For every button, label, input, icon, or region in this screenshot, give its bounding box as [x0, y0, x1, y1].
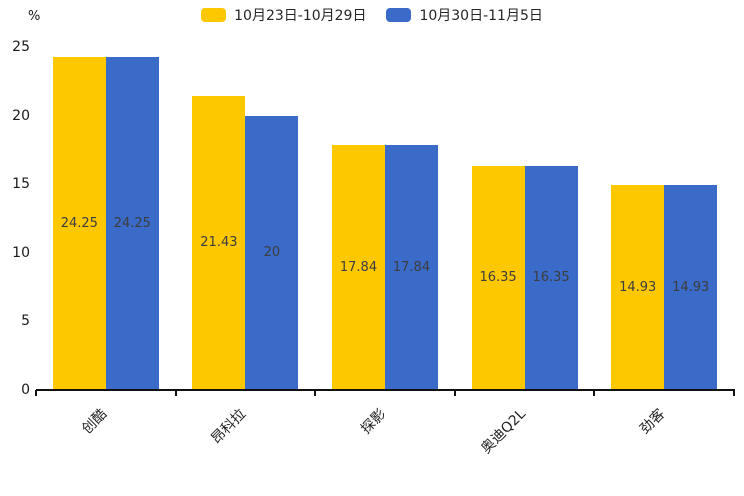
x-tick-mark [174, 390, 177, 396]
legend-swatch-yellow-icon [201, 8, 227, 22]
legend-item-week2[interactable]: 10月30日-11月5日 [386, 5, 543, 25]
bar-group: 14.93 14.93 [594, 47, 734, 390]
bar[interactable]: 20 [245, 115, 299, 390]
y-axis: 0 5 10 15 20 25 [0, 39, 30, 398]
x-tick-mark [314, 390, 317, 396]
bar-value-label: 24.25 [60, 216, 98, 232]
legend: 10月23日-10月29日 10月30日-11月5日 [0, 5, 744, 25]
bar-group: 24.25 24.25 [36, 47, 176, 390]
bar-value-label: 24.25 [113, 216, 151, 232]
legend-swatch-blue-icon [386, 8, 412, 22]
x-axis-labels: 创酷 昂科拉 探影 奥迪Q2L 劲客 [36, 397, 734, 496]
bar-group: 17.84 17.84 [315, 47, 455, 390]
y-tick-label: 10 [12, 244, 30, 261]
bar[interactable]: 24.25 [52, 57, 106, 390]
x-axis-ticks [35, 390, 735, 398]
bar[interactable]: 24.25 [105, 57, 159, 390]
plot-area: 24.25 24.25 21.43 20 17.84 17.84 16.35 16.35 14.… [36, 47, 734, 390]
y-tick-label: 25 [12, 39, 30, 55]
bar-value-label: 16.35 [532, 270, 570, 286]
bar[interactable]: 16.35 [471, 165, 525, 390]
x-axis-label[interactable]: 奥迪Q2L [478, 406, 529, 457]
y-axis-unit-label: % [28, 9, 41, 24]
bar-value-label: 16.35 [479, 270, 517, 286]
x-tick-mark [593, 390, 596, 396]
y-tick-label: 15 [12, 176, 30, 193]
bar[interactable]: 17.84 [384, 145, 438, 390]
y-tick-label: 5 [21, 313, 30, 330]
x-axis-label[interactable]: 昂科拉 [208, 406, 250, 448]
bar-value-label: 17.84 [339, 260, 378, 276]
legend-item-week1[interactable]: 10月23日-10月29日 [201, 5, 366, 25]
bar[interactable]: 21.43 [192, 95, 246, 390]
y-tick-label: 0 [21, 382, 30, 398]
bar-value-label: 20 [263, 245, 281, 261]
bar-group: 21.43 20 [176, 47, 316, 390]
x-axis-label[interactable]: 创酷 [78, 406, 111, 438]
x-tick-mark [733, 390, 735, 396]
bar[interactable]: 17.84 [331, 145, 385, 390]
legend-label: 10月30日-11月5日 [419, 8, 543, 24]
y-tick-label: 20 [12, 107, 30, 124]
bar[interactable]: 14.93 [611, 185, 665, 390]
x-axis-label[interactable]: 探影 [358, 406, 390, 438]
bar[interactable]: 16.35 [524, 165, 578, 390]
bar-value-label: 21.43 [200, 235, 238, 251]
x-tick-mark [35, 390, 37, 396]
bar-value-label: 14.93 [672, 280, 710, 296]
legend-label: 10月23日-10月29日 [234, 8, 367, 24]
bar-value-label: 17.84 [392, 260, 431, 276]
bar-value-label: 14.93 [619, 280, 657, 296]
x-axis-label[interactable]: 劲客 [637, 406, 669, 438]
x-tick-mark [453, 390, 456, 396]
bar[interactable]: 14.93 [664, 185, 718, 390]
x-axis-line [36, 389, 735, 391]
bar-group: 16.35 16.35 [455, 47, 595, 390]
